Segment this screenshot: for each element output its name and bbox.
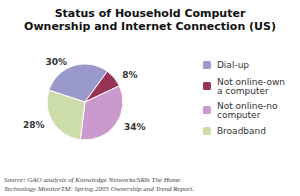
svg-text:Ownership and Internet Connect: Ownership and Internet Connection (US) [24,20,276,33]
svg-text:Status of Household Computer: Status of Household Computer [55,7,246,20]
svg-text:a computer: a computer [217,86,269,96]
svg-text:Not online-own: Not online-own [216,76,285,87]
svg-text:Technology MonitorTM: Spring 2: Technology MonitorTM: Spring 2005 Owners… [4,185,194,193]
svg-text:Source: GAO analysis of Knowle: Source: GAO analysis of Knowledge Networ… [4,176,180,184]
svg-text:Broadband: Broadband [217,126,266,136]
svg-text:Dial-up: Dial-up [217,60,249,70]
svg-text:Not online-no: Not online-no [216,100,278,111]
svg-text:28%: 28% [23,120,45,130]
svg-text:34%: 34% [124,122,146,132]
svg-text:30%: 30% [45,57,67,67]
svg-text:computer: computer [217,110,261,120]
svg-text:8%: 8% [122,70,137,80]
